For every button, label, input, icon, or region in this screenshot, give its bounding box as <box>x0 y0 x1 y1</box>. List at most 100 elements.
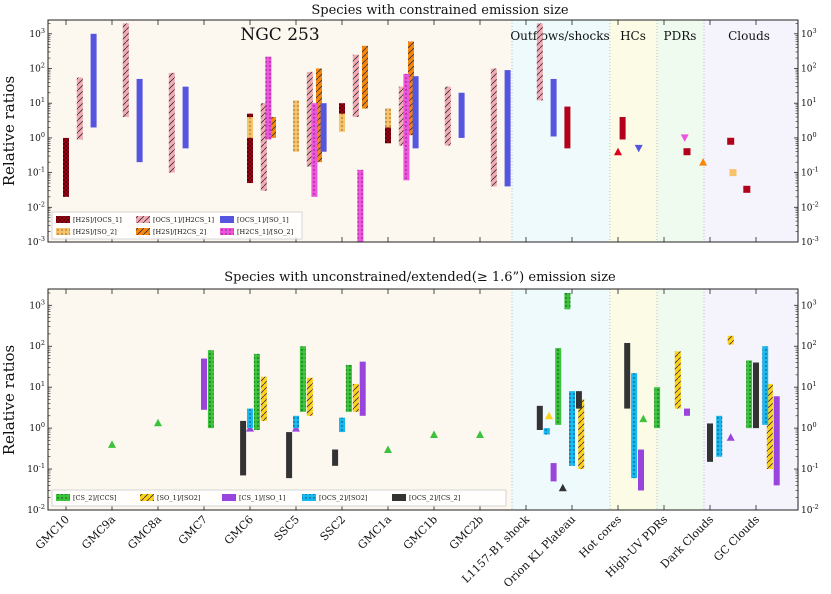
range-bar <box>320 103 327 152</box>
x-tick-label: GMC6 <box>222 513 256 547</box>
y-tick-label-left: 102 <box>29 339 45 352</box>
range-bar <box>306 71 313 167</box>
triangle-marker <box>614 147 622 156</box>
range-bar <box>299 346 306 412</box>
range-bar <box>403 73 410 181</box>
clouds-region-bg <box>704 20 798 242</box>
legend-swatch <box>220 216 234 223</box>
range-bar <box>727 335 734 345</box>
range-bar <box>536 405 543 430</box>
bottom-legend: [CS_2]/[CCS] [SO_1]/[SO2] [CS_1]/[SO_1] … <box>51 489 507 507</box>
range-bar <box>359 361 366 416</box>
y-tick-label-right: 10-2 <box>801 200 819 213</box>
legend-swatch <box>56 228 70 235</box>
range-bar <box>247 117 253 138</box>
range-bar <box>543 428 550 435</box>
y-tick-label-right: 10-3 <box>801 235 819 248</box>
range-bar <box>362 45 368 109</box>
clouds-label: Clouds <box>728 29 770 43</box>
legend-label: [H2S]/[SO_2] <box>73 228 117 236</box>
marker <box>727 137 735 145</box>
range-bar <box>550 463 557 482</box>
range-bar <box>270 117 276 138</box>
legend-swatch <box>136 228 150 235</box>
range-bar <box>408 41 414 136</box>
triangle-marker <box>545 411 553 420</box>
range-bar <box>311 103 318 197</box>
range-bar <box>90 33 97 128</box>
range-bar <box>654 387 661 429</box>
x-tick-label: GMC8a <box>125 513 164 552</box>
x-tick-label: SSC5 <box>272 513 303 544</box>
range-bar <box>240 420 247 476</box>
range-bar <box>631 373 638 479</box>
range-bar <box>707 423 713 462</box>
legend-label: [H2S]/[OCS_1] <box>73 216 122 224</box>
y-tick-label-right: 101 <box>801 96 817 109</box>
range-bar <box>207 350 214 429</box>
range-bar <box>412 76 419 149</box>
x-tick-label: GMC10 <box>33 513 72 552</box>
x-tick-label: SSC2 <box>318 513 349 544</box>
pdrs-region-bg <box>657 20 704 242</box>
range-bar <box>490 68 497 187</box>
y-tick-label-left: 103 <box>29 298 45 311</box>
y-tick-label-left: 101 <box>29 380 45 393</box>
range-bar <box>260 376 267 421</box>
triangle-marker <box>726 433 735 441</box>
range-bar <box>247 408 253 429</box>
legend-label: [H2S]/[H2CS_2] <box>153 228 206 236</box>
y-tick-label-right: 103 <box>801 298 817 311</box>
marker <box>743 185 751 193</box>
triangle-marker <box>108 440 116 448</box>
legend-label: [H2CS_1]/[SO_2] <box>237 228 293 236</box>
x-tick-label: GMC9a <box>79 513 118 552</box>
range-bar <box>76 77 83 140</box>
legend-label: [OCS_2]/[CS_2] <box>409 494 460 502</box>
legend-label: [CS_1]/[SO_1] <box>239 494 285 502</box>
range-bar <box>773 396 780 486</box>
bottom-panel: Species with unconstrained/extended(≥ 1.… <box>0 270 819 590</box>
top-legend: [H2S]/[OCS_1] [H2S]/[SO_2] [OCS_1]/[H2CS… <box>51 211 303 240</box>
legend-swatch <box>136 216 150 223</box>
range-bar <box>762 346 769 425</box>
range-bar <box>578 399 585 470</box>
range-bar <box>357 169 364 242</box>
legend-label: [CS_2]/[CCS] <box>73 494 117 502</box>
range-bar <box>306 377 313 416</box>
legend-label: [OCS_2]/[SO2] <box>319 494 367 502</box>
hcs-label: HCs <box>620 29 646 43</box>
range-bar <box>122 23 129 118</box>
y-tick-label-right: 101 <box>801 380 817 393</box>
triangle-marker <box>476 430 484 438</box>
y-tick-label-right: 100 <box>801 131 817 144</box>
legend-swatch <box>56 216 70 223</box>
range-bar <box>385 108 391 128</box>
marker <box>729 169 737 177</box>
range-bar <box>345 364 352 412</box>
legend-swatch <box>140 494 154 501</box>
range-bar <box>247 113 253 184</box>
range-bar <box>564 106 571 149</box>
x-tick-label: Hot cores <box>577 513 625 561</box>
range-bar <box>684 408 690 416</box>
y-tick-label-right: 10-2 <box>801 503 819 516</box>
range-bar <box>265 56 272 140</box>
ngc253-label: NGC 253 <box>240 25 319 45</box>
range-bar <box>753 362 759 429</box>
y-tick-label-left: 10-1 <box>27 166 45 179</box>
range-bar <box>619 117 626 140</box>
top-y-axis: 10-3 10-3 10-2 10-2 10-1 10-1 100 100 101 101 102 1… <box>27 20 819 248</box>
range-bar <box>536 23 543 101</box>
y-tick-label-left: 10-3 <box>27 235 45 248</box>
y-tick-label-right: 102 <box>801 62 817 75</box>
y-tick-label-left: 103 <box>29 27 45 40</box>
top-y-label: Relative ratios <box>0 76 18 187</box>
hcs-region-bg <box>610 20 657 242</box>
range-bar <box>260 103 267 191</box>
y-tick-label-left: 10-2 <box>27 503 45 516</box>
range-bar <box>168 72 175 173</box>
range-bar <box>136 78 143 163</box>
triangle-marker <box>680 134 689 142</box>
